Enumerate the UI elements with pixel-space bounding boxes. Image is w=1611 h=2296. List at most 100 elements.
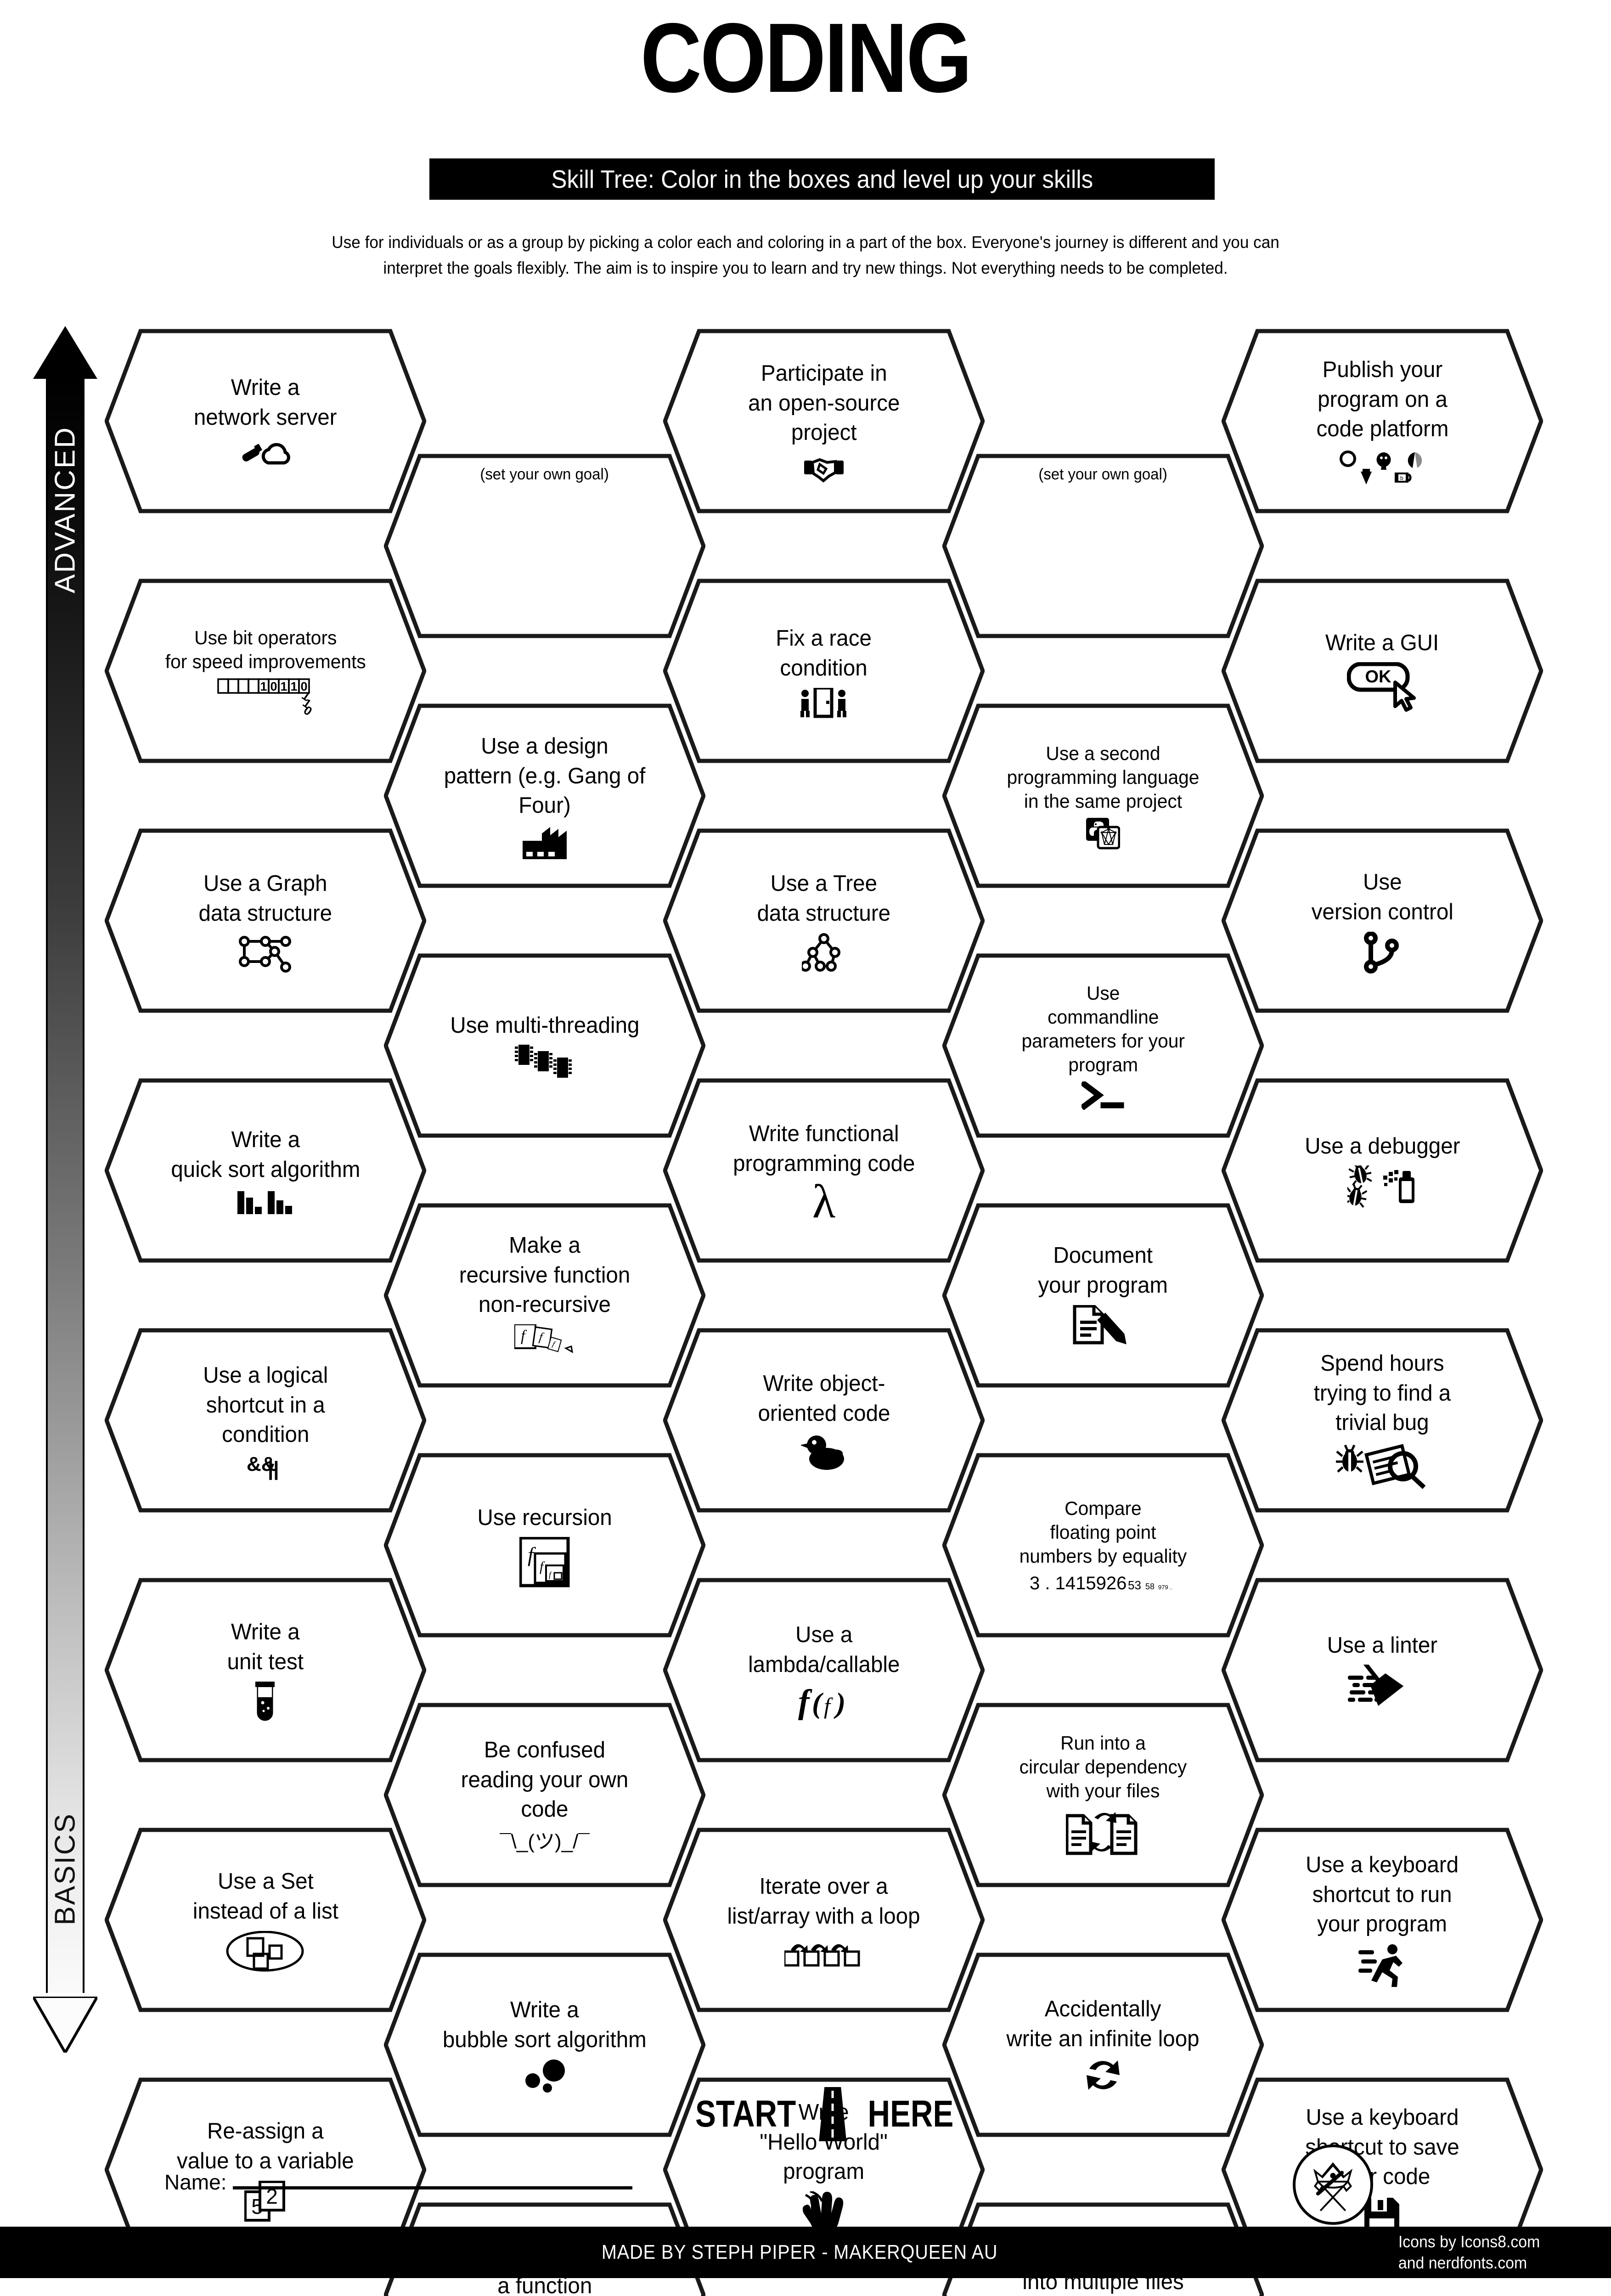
skill-hex-set-goal-2[interactable]: (set your own goal) <box>942 453 1264 639</box>
skill-hex-label: Compare floating point numbers by equality <box>1019 1497 1187 1567</box>
skill-hex-label: Be confused reading your own code <box>461 1737 629 1822</box>
skill-hex-label: Use a linter <box>1327 1632 1438 1658</box>
skill-hex-content: Write functional programming code λ <box>663 1078 985 1263</box>
poster-header: CODING Skill Tree: Color in the boxes an… <box>0 0 1611 277</box>
skill-hex-content: Write a GUI OK <box>1222 578 1543 764</box>
git-branch-icon <box>1363 931 1401 974</box>
svg-text:): ) <box>834 1687 845 1719</box>
skill-hex-label: Use version control <box>1311 870 1453 924</box>
skill-hex-publish-platform[interactable]: Publish your program on a code platform b <box>1222 328 1543 514</box>
skill-hex-logical-shortcut[interactable]: Use a logical shortcut in a condition && |… <box>105 1328 426 1513</box>
svg-text:(: ( <box>812 1687 824 1719</box>
skill-hex-network-server[interactable]: Write a network server <box>105 328 426 514</box>
broom-icon <box>1348 1665 1417 1710</box>
race-door-icon <box>800 687 848 718</box>
instructions-blurb: Use for individuals or as a group by pic… <box>254 230 1357 281</box>
skill-hex-version-control[interactable]: Use version control <box>1222 828 1543 1013</box>
chips-icon <box>515 1045 575 1080</box>
skill-hex-lambda-callable[interactable]: Use a lambda/callable f ( f ) <box>663 1577 985 1763</box>
hexagon-outline <box>105 1578 426 1762</box>
skill-hex-content: Use a Set instead of a list <box>105 1827 426 2013</box>
skill-hex-trivial-bug[interactable]: Spend hours trying to find a trivial bug <box>1222 1328 1543 1513</box>
skill-hex-content: Document your program <box>942 1203 1264 1388</box>
skill-hex-use-linter[interactable]: Use a linter <box>1222 1577 1543 1763</box>
skill-hex-content: Write object-oriented code <box>663 1328 985 1513</box>
skill-hex-label: Use a Graph data structure <box>198 871 332 926</box>
skill-hex-circular-dependency[interactable]: Run into a circular dependency with your f… <box>942 1702 1264 1888</box>
pi-digits-icon: 3 . 1415926 53 58 979 ... <box>1030 1573 1177 1594</box>
skill-hex-document-program[interactable]: Document your program <box>942 1203 1264 1388</box>
code-platforms-icon: b <box>1338 449 1427 487</box>
skill-hex-set-goal-1[interactable]: (set your own goal) <box>384 453 705 639</box>
hexagon-outline <box>384 1703 705 1887</box>
svg-text:b: b <box>1400 475 1403 481</box>
skill-hex-label: Use a keyboard shortcut to run your progra… <box>1306 1852 1459 1937</box>
skill-hex-content: Use a design pattern (e.g. Gang of Four) <box>384 703 705 889</box>
skill-hex-open-source[interactable]: Participate in an open-source project <box>663 328 985 514</box>
skill-hex-race-condition[interactable]: Fix a race condition <box>663 578 985 764</box>
skill-hex-unit-test[interactable]: Write a unit test <box>105 1577 426 1763</box>
hexagon-outline <box>384 703 705 888</box>
unfold-function-icon: f f f <box>514 1324 575 1360</box>
svg-text:1: 1 <box>290 680 297 693</box>
hexagon-outline <box>663 828 985 1013</box>
skill-hex-bubble-sort[interactable]: Write a bubble sort algorithm <box>384 1952 705 2138</box>
skill-hex-label: Iterate over a list/array with a loop <box>727 1874 921 1929</box>
skill-hex-use-debugger[interactable]: Use a debugger <box>1222 1078 1543 1263</box>
skill-hex-content: Use a debugger <box>1222 1078 1543 1263</box>
skill-hex-content: Participate in an open-source project <box>663 328 985 514</box>
skill-hex-commandline-params[interactable]: Use commandline parameters for your program <box>942 953 1264 1138</box>
hexagon-outline <box>384 1953 705 2137</box>
skill-hex-reassign-variable[interactable]: Re-assign a value to a variable 5 2 <box>105 2077 426 2262</box>
skill-hex-label: Publish your program on a code platform <box>1316 357 1448 442</box>
svg-text:f: f <box>552 1339 557 1349</box>
skill-hex-functional-code[interactable]: Write functional programming code λ <box>663 1078 985 1263</box>
skill-hex-keyboard-save[interactable]: Use a keyboard shortcut to save your code <box>1222 2077 1543 2262</box>
svg-text:53: 53 <box>1128 1578 1141 1592</box>
skill-hex-graph-structure[interactable]: Use a Graph data structure <box>105 828 426 1013</box>
skill-hex-content: Spend hours trying to find a trivial bug <box>1222 1328 1543 1513</box>
skill-hex-bit-operators[interactable]: Use bit operators for speed improvements … <box>105 578 426 764</box>
handshake-icon <box>803 452 845 484</box>
skill-hex-oo-code[interactable]: Write object-oriented code <box>663 1328 985 1513</box>
skill-hex-use-recursion[interactable]: Use recursion f f f <box>384 1452 705 1638</box>
hexagon-outline <box>1222 1578 1543 1762</box>
and-or-icon: && || <box>247 1454 284 1480</box>
skill-hex-tree-structure[interactable]: Use a Tree data structure <box>663 828 985 1013</box>
skill-hex-multi-threading[interactable]: Use multi-threading <box>384 953 705 1138</box>
skill-hex-quick-sort[interactable]: Write a quick sort algorithm <box>105 1078 426 1263</box>
hexagon-outline <box>942 953 1264 1138</box>
page-title: CODING <box>640 2 972 113</box>
circular-files-icon <box>1066 1807 1140 1859</box>
skill-hex-content: Use a Graph data structure <box>105 828 426 1013</box>
shrug-icon: ¯\_(ツ)_/¯ <box>494 1829 595 1855</box>
skill-hex-content: Iterate over a list/array with a loop <box>663 1827 985 2013</box>
skill-hex-recursive-to-iterative[interactable]: Make a recursive function non-recursive f … <box>384 1203 705 1388</box>
svg-text:&&: && <box>247 1454 276 1475</box>
start-word: START <box>695 2093 796 2135</box>
name-field[interactable]: Name: <box>164 2170 633 2195</box>
skill-hex-label: Write a GUI <box>1325 630 1439 655</box>
skill-hex-use-set[interactable]: Use a Set instead of a list <box>105 1827 426 2013</box>
skill-hex-keyboard-run[interactable]: Use a keyboard shortcut to run your progra… <box>1222 1827 1543 2013</box>
hexagon-outline <box>1222 1078 1543 1263</box>
skill-hex-second-language[interactable]: Use a second programming language in the s… <box>942 703 1264 889</box>
skill-hex-label: Use a Tree data structure <box>757 871 891 926</box>
f-of-f-icon: f ( f ) <box>798 1684 850 1720</box>
skill-hex-label: Use bit operators for speed improvements <box>165 626 366 672</box>
skill-hex-write-gui[interactable]: Write a GUI OK <box>1222 578 1543 764</box>
blurb-line-1: Use for individuals or as a group by pic… <box>332 233 1279 252</box>
skill-hex-float-equality[interactable]: Compare floating point numbers by equality… <box>942 1452 1264 1638</box>
name-input-rule[interactable] <box>233 2186 633 2189</box>
skill-hex-design-pattern[interactable]: Use a design pattern (e.g. Gang of Four) <box>384 703 705 889</box>
skill-hex-confused-own-code[interactable]: Be confused reading your own code ¯\_(ツ)_/¯ <box>384 1702 705 1888</box>
skill-hex-content: Use a keyboard shortcut to save your code <box>1222 2077 1543 2262</box>
skill-hex-infinite-loop[interactable]: Accidentally write an infinite loop <box>942 1952 1264 2138</box>
skill-hex-label: Spend hours trying to find a trivial bug <box>1313 1351 1451 1435</box>
five-two-cards-icon: 5 2 <box>244 2180 287 2223</box>
skill-hex-iterate-list[interactable]: Iterate over a list/array with a loop <box>663 1827 985 2013</box>
skill-hex-content: Write a quick sort algorithm <box>105 1078 426 1263</box>
skill-hex-label: Use a design pattern (e.g. Gang of Four) <box>444 733 646 818</box>
skill-hex-label: (set your own goal) <box>480 466 609 483</box>
